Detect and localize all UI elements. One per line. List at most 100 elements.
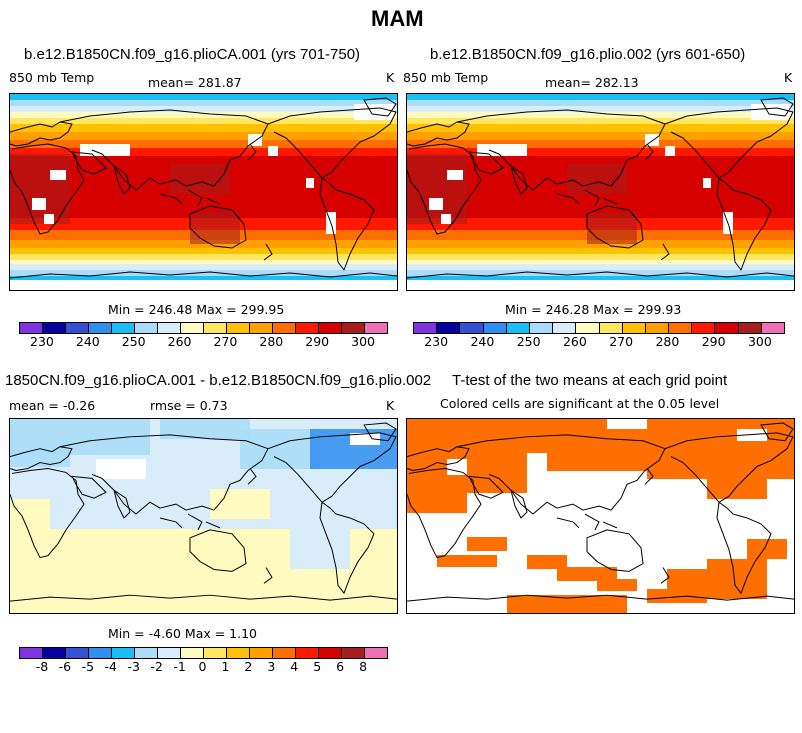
panel1-title: b.e12.B1850CN.f09_g16.plioCA.001 (yrs 70… [24, 46, 361, 63]
panel3-rmse: rmse = 0.73 [150, 398, 228, 413]
panel3-title: 1850CN.f09_g16.plioCA.001 - b.e12.B1850C… [5, 372, 432, 389]
colorbar-swatch [250, 323, 273, 333]
colorbar-swatch [319, 648, 342, 658]
colorbar-tick-label: -4 [104, 659, 117, 674]
colorbar-swatch [483, 323, 507, 333]
colorbar-swatch [365, 648, 387, 658]
figure-title: MAM [371, 6, 424, 31]
colorbar-swatch [20, 323, 43, 333]
colorbar-swatch [273, 323, 296, 333]
significant-cell [707, 479, 767, 499]
colorbar-tick-label: 4 [290, 659, 299, 674]
colorbar-swatch [506, 323, 530, 333]
colorbar-swatch [158, 323, 181, 333]
colorbar-swatch [204, 648, 227, 658]
panel1-minmax: Min = 246.48 Max = 299.95 [108, 302, 285, 317]
colorbar-swatch [414, 323, 438, 333]
significant-cell [507, 595, 627, 613]
colorbar-swatch [599, 323, 623, 333]
significant-cell [747, 539, 787, 559]
colorbar-swatch [319, 323, 342, 333]
panel2-minmax: Min = 246.28 Max = 299.93 [505, 302, 682, 317]
colorbar-swatch [20, 648, 43, 658]
colorbar-swatch [715, 323, 739, 333]
panel3-minmax: Min = -4.60 Max = 1.10 [108, 626, 258, 641]
colorbar-swatch [669, 323, 693, 333]
colorbar-tick-label: 2 [244, 659, 253, 674]
colorbar-tick-label: -5 [81, 659, 95, 674]
panel3-mean: mean = -0.26 [9, 398, 96, 413]
panel2-units: K [784, 70, 793, 85]
colorbar-swatch [112, 323, 135, 333]
colorbar-swatch [43, 323, 66, 333]
coastline [407, 422, 794, 602]
colorbar-tick-label: 280 [655, 334, 680, 349]
colorbar-tick-label: 0 [198, 659, 207, 674]
colorbar-swatch [112, 648, 135, 658]
significant-cell [597, 579, 637, 591]
panel1-field [10, 94, 397, 290]
colorbar-swatch [761, 323, 784, 333]
colorbar-swatch [460, 323, 484, 333]
colorbar-tick-label: 290 [305, 334, 330, 349]
panel4-subtitle: Colored cells are significant at the 0.0… [440, 396, 720, 411]
colorbar-tick-label: -1 [173, 659, 186, 674]
panel1-variable: 850 mb Temp [9, 70, 95, 85]
colorbar-tick-label: -8 [35, 659, 49, 674]
colorbar-swatch [437, 323, 461, 333]
colorbar-swatch [181, 323, 204, 333]
colorbar-tick-label: 230 [424, 334, 449, 349]
colorbar-swatch [66, 648, 89, 658]
colorbar-tick-label: 5 [313, 659, 322, 674]
panel1-mean: mean= 281.87 [148, 75, 242, 90]
panel2-variable: 850 mb Temp [403, 70, 489, 85]
colorbar-swatch [296, 323, 319, 333]
colorbar-swatch [738, 323, 762, 333]
colorbar-tick-label: 230 [30, 334, 54, 349]
colorbar-swatch [342, 323, 365, 333]
colorbar-swatch [204, 323, 227, 333]
panel3-field [10, 419, 397, 613]
colorbar-swatch [553, 323, 577, 333]
colorbar-tick-label: 3 [267, 659, 276, 674]
significant-cell [667, 569, 707, 589]
colorbar-tick-label: -3 [127, 659, 140, 674]
panel4-title: T-test of the two means at each grid poi… [452, 372, 728, 389]
colorbar-swatch [529, 323, 554, 333]
panel1-map [9, 93, 398, 291]
colorbar-tick-label: 240 [75, 334, 100, 349]
colorbar-swatch [158, 648, 181, 658]
colorbar-swatch [227, 648, 250, 658]
panel2-field [407, 94, 794, 290]
colorbar-swatch [89, 323, 112, 333]
panel3-colorbar [19, 647, 388, 659]
colorbar-tick-label: 250 [516, 334, 541, 349]
colorbar-tick-label: -6 [58, 659, 72, 674]
colorbar-tick-label: 8 [359, 659, 368, 674]
colorbar-swatch [692, 323, 716, 333]
panel2-map [406, 93, 795, 291]
colorbar-tick-label: 6 [336, 659, 345, 674]
colorbar-swatch [181, 648, 204, 658]
colorbar-swatch [43, 648, 66, 658]
significant-cell [647, 589, 707, 603]
panel2-mean: mean= 282.13 [545, 75, 639, 90]
panel3-map [9, 418, 398, 614]
colorbar-swatch [135, 648, 158, 658]
panel3-units: K [386, 398, 395, 413]
colorbar-tick-label: 270 [609, 334, 634, 349]
colorbar-swatch [365, 323, 387, 333]
colorbar-tick-label: 240 [470, 334, 495, 349]
colorbar-swatch [250, 648, 273, 658]
colorbar-swatch [89, 648, 112, 658]
colorbar-tick-label: 260 [167, 334, 192, 349]
panel2-title: b.e12.B1850CN.f09_g16.plio.002 (yrs 601-… [430, 46, 746, 63]
panel4-map [406, 418, 795, 614]
coastline [10, 422, 397, 602]
panel4-field [407, 419, 794, 613]
significant-cell [547, 453, 647, 471]
panel1-units: K [386, 70, 395, 85]
colorbar-swatch [66, 323, 89, 333]
significant-cell [437, 555, 497, 567]
colorbar-swatch [227, 323, 250, 333]
